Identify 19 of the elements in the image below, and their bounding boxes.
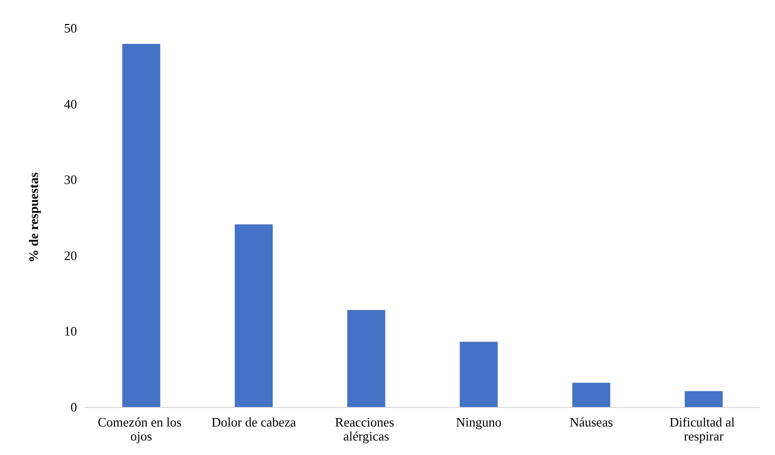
y-tick-label: 40 [64, 96, 77, 112]
bar [234, 224, 273, 407]
y-tick-label: 20 [64, 248, 77, 263]
bar [460, 342, 498, 407]
x-tick-label: Náuseas [570, 414, 613, 430]
y-axis-title: % de respuestas [26, 172, 41, 263]
bar [572, 382, 610, 407]
y-tick-label: 30 [64, 172, 77, 188]
y-tick-label: 0 [70, 400, 77, 414]
bar [122, 44, 160, 407]
x-tick-label: Dificultad al respirar [669, 414, 738, 444]
y-tick-label: 10 [64, 324, 77, 339]
y-tick-label: 50 [64, 20, 77, 36]
x-tick-label: Ninguno [456, 414, 502, 430]
x-tick-label: Reacciones alérgicas [335, 414, 398, 444]
bar [684, 391, 723, 407]
x-tick-label: Comezón en los ojos [98, 414, 185, 444]
bar [347, 310, 386, 407]
x-tick-label: Dolor de cabeza [212, 414, 296, 430]
